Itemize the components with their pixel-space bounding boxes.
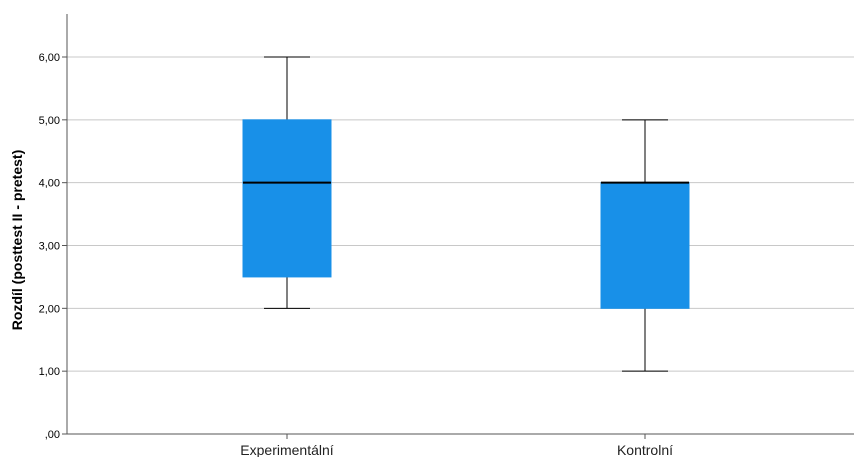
y-axis-ticks: ,00 1,00 2,00 3,00 4,00 5,00 6,00 [39, 52, 67, 441]
box-group [242, 56, 332, 309]
y-tick-label: 5,00 [39, 115, 60, 127]
iqr-box [242, 119, 332, 278]
boxes [242, 56, 690, 372]
y-tick-label: 3,00 [39, 241, 60, 253]
iqr-box [600, 182, 690, 309]
box-group [600, 119, 690, 372]
x-category-label: Kontrolní [617, 442, 673, 457]
y-tick-label: 2,00 [39, 303, 60, 315]
x-category-label: Experimentální [240, 442, 333, 457]
gridlines [67, 56, 854, 372]
y-axis-label: Rozdíl (posttest II - pretest) [9, 150, 25, 330]
y-tick-label: 1,00 [39, 366, 60, 378]
y-tick-label: ,00 [45, 429, 60, 441]
y-tick-label: 4,00 [39, 178, 60, 190]
x-axis-labels: Experimentální Kontrolní [240, 434, 673, 457]
y-tick-label: 6,00 [39, 52, 60, 64]
